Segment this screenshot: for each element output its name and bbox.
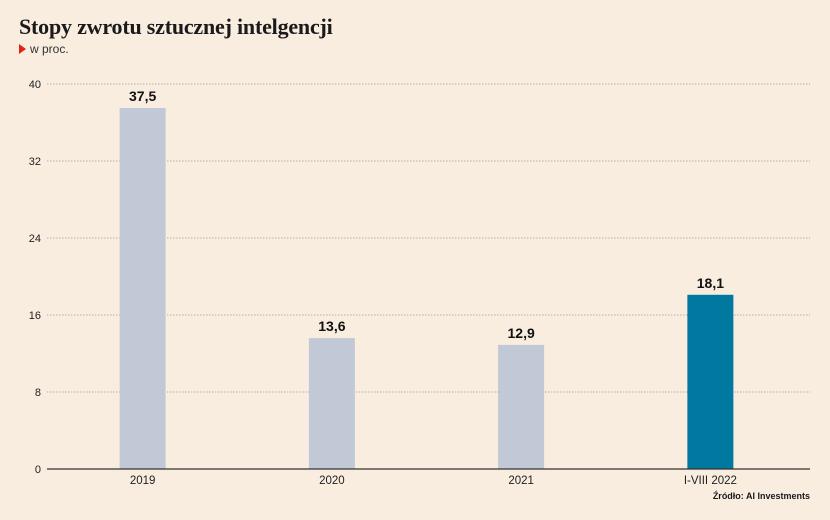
y-tick-label: 8 bbox=[35, 387, 41, 399]
triangle-marker-icon bbox=[19, 44, 26, 54]
value-label: 18,1 bbox=[697, 275, 724, 291]
y-tick-label: 24 bbox=[29, 233, 41, 245]
bar bbox=[308, 338, 355, 469]
y-tick-label: 0 bbox=[35, 464, 41, 476]
x-tick-label: 2019 bbox=[130, 475, 156, 487]
y-tick-label: 32 bbox=[29, 156, 41, 168]
bar bbox=[119, 108, 166, 469]
subtitle-row: w proc. bbox=[19, 42, 69, 56]
x-tick-label: I-VIII 2022 bbox=[684, 475, 737, 487]
source-note: Źródło: AI Investments bbox=[712, 491, 810, 501]
y-tick-label: 16 bbox=[29, 310, 41, 322]
bars bbox=[119, 108, 734, 469]
value-label: 12,9 bbox=[508, 325, 535, 341]
grid-lines bbox=[47, 83, 810, 393]
x-tick-label: 2021 bbox=[508, 475, 534, 487]
value-label: 37,5 bbox=[129, 88, 156, 104]
y-tick-label: 40 bbox=[29, 79, 41, 91]
chart-title: Stopy zwrotu sztucznej intelgencji bbox=[19, 14, 333, 39]
bar bbox=[498, 344, 545, 469]
value-label: 13,6 bbox=[318, 318, 345, 334]
x-tick-labels: 2019 2020 2021 I-VIII 2022 bbox=[130, 475, 737, 487]
value-labels: 37,5 13,6 12,9 18,1 bbox=[129, 88, 724, 341]
chart-subtitle: w proc. bbox=[30, 42, 69, 56]
y-tick-labels: 0 8 16 24 32 40 bbox=[29, 79, 41, 476]
x-tick-label: 2020 bbox=[319, 475, 345, 487]
bar bbox=[687, 294, 734, 469]
